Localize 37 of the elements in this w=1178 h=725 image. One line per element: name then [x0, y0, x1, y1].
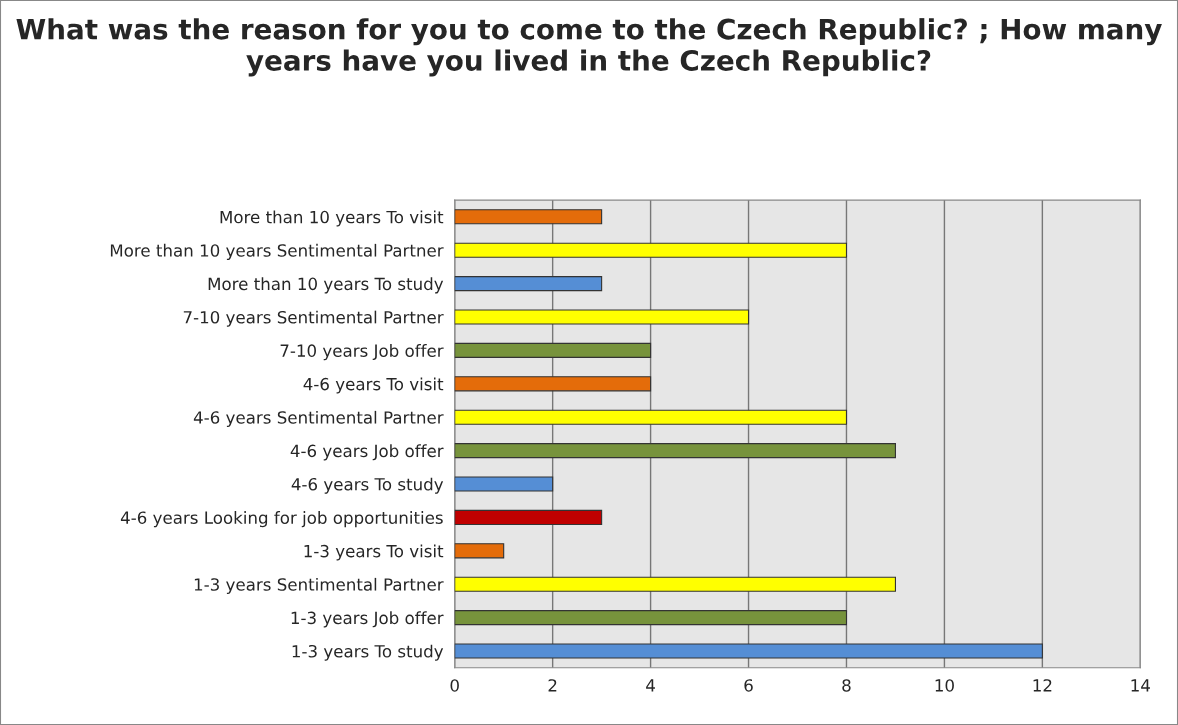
y-tick-label: 4-6 years Job offer — [290, 444, 444, 461]
y-tick-label: 1-3 years Job offer — [291, 611, 444, 628]
y-tick-label: 1-3 years Sentimental Partner — [194, 577, 444, 595]
bar — [454, 543, 505, 559]
x-tick-label: 12 — [1033, 679, 1052, 692]
x-tick-label: 0 — [450, 679, 459, 692]
y-tick-label: More than 10 years To study — [208, 277, 444, 294]
bar — [454, 309, 750, 325]
bar — [454, 376, 652, 392]
bar — [454, 342, 652, 358]
bar — [454, 576, 897, 592]
y-tick-label: 7-10 years Job offer — [280, 344, 444, 361]
bar — [454, 276, 603, 292]
y-tick-label: More than 10 years To visit — [220, 210, 444, 227]
bar — [454, 509, 603, 525]
x-tick-label: 2 — [548, 679, 557, 692]
bar — [454, 476, 554, 492]
bar — [454, 242, 848, 258]
x-tick-label: 8 — [842, 679, 851, 692]
chart-title: What was the reason for you to come to the Czech Republic? ; How many years have you lived in the Czech Republic? — [16, 18, 1162, 77]
bar — [454, 409, 848, 425]
y-tick-label: 4-6 years To study — [291, 477, 444, 494]
y-tick-label: 1-3 years To study — [292, 644, 444, 661]
bar — [454, 610, 848, 626]
bar — [454, 443, 897, 459]
y-tick-label: 4-6 years To visit — [303, 377, 444, 394]
x-tick-label: 6 — [744, 679, 753, 692]
bar — [454, 643, 1043, 659]
x-tick-label: 14 — [1131, 679, 1150, 692]
y-tick-label: 1-3 years To visit — [304, 544, 444, 561]
y-tick-label: 4-6 years Sentimental Partner — [193, 410, 444, 428]
bar — [454, 209, 603, 225]
y-tick-label: More than 10 years Sentimental Partner — [110, 243, 444, 260]
y-tick-label: 4-6 years Looking for job opportunities — [120, 511, 443, 528]
x-tick-label: 10 — [935, 679, 954, 692]
y-tick-label: 7-10 years Sentimental Partner — [183, 310, 444, 327]
x-tick-label: 4 — [646, 679, 655, 692]
